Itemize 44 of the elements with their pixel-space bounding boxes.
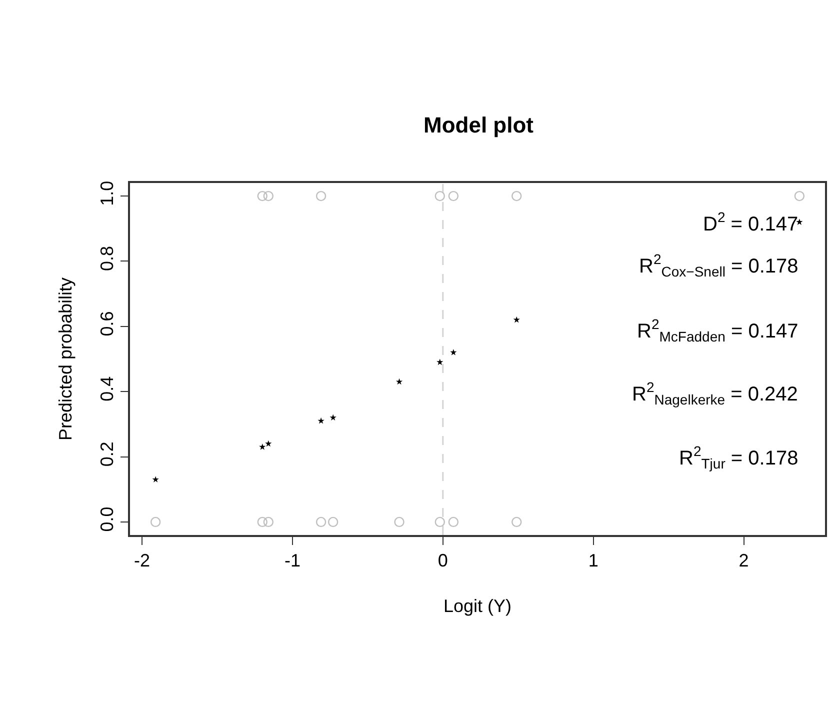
annotation: R$^{2}$$_{Tjur}$ = 0.178 xyxy=(679,443,798,472)
point xyxy=(316,516,326,528)
point xyxy=(318,417,324,424)
y-tick-label: 0.0 xyxy=(97,506,118,532)
y-tick-label: 0.8 xyxy=(97,246,118,272)
x-tick-label: 0 xyxy=(438,550,448,570)
point xyxy=(396,378,403,385)
point xyxy=(448,516,459,528)
x-tick-label: 1 xyxy=(588,550,598,570)
point xyxy=(150,516,161,528)
x-tick-label: -1 xyxy=(284,550,300,570)
point xyxy=(434,516,445,528)
annotation: D$^{2}$ = 0.147 xyxy=(703,209,798,236)
point xyxy=(328,516,338,528)
annotation: R$^{2}$$_{Cox−Snell}$ = 0.178 xyxy=(639,251,798,280)
point xyxy=(259,444,266,450)
point xyxy=(394,516,404,528)
y-axis-title: Predicted probability xyxy=(56,277,76,441)
point xyxy=(450,348,457,356)
point xyxy=(265,440,272,447)
x-axis-title: Logit (Y) xyxy=(443,596,512,616)
point xyxy=(794,190,805,202)
x-tick-label: -2 xyxy=(134,550,150,570)
point xyxy=(513,316,520,323)
x-tick-label: 2 xyxy=(738,550,749,570)
y-tick-label: 1.0 xyxy=(97,180,118,206)
y-tick-label: 0.4 xyxy=(97,376,118,402)
chart-title: Model plot xyxy=(424,112,534,138)
point xyxy=(330,414,336,420)
point xyxy=(257,190,268,202)
point xyxy=(257,516,268,528)
annotation: R$^{2}$$_{Nagelkerke}$ = 0.242 xyxy=(632,379,798,408)
point xyxy=(263,516,274,528)
point xyxy=(152,476,159,482)
y-tick-label: 0.6 xyxy=(97,311,118,336)
point xyxy=(316,190,326,202)
point xyxy=(512,190,522,202)
annotation: R$^{2}$$_{McFadden}$ = 0.147 xyxy=(637,316,798,345)
point xyxy=(512,516,522,528)
point xyxy=(263,190,274,202)
point xyxy=(436,358,444,366)
point xyxy=(434,190,445,202)
y-tick-label: 0.2 xyxy=(97,442,118,467)
point xyxy=(448,190,459,202)
